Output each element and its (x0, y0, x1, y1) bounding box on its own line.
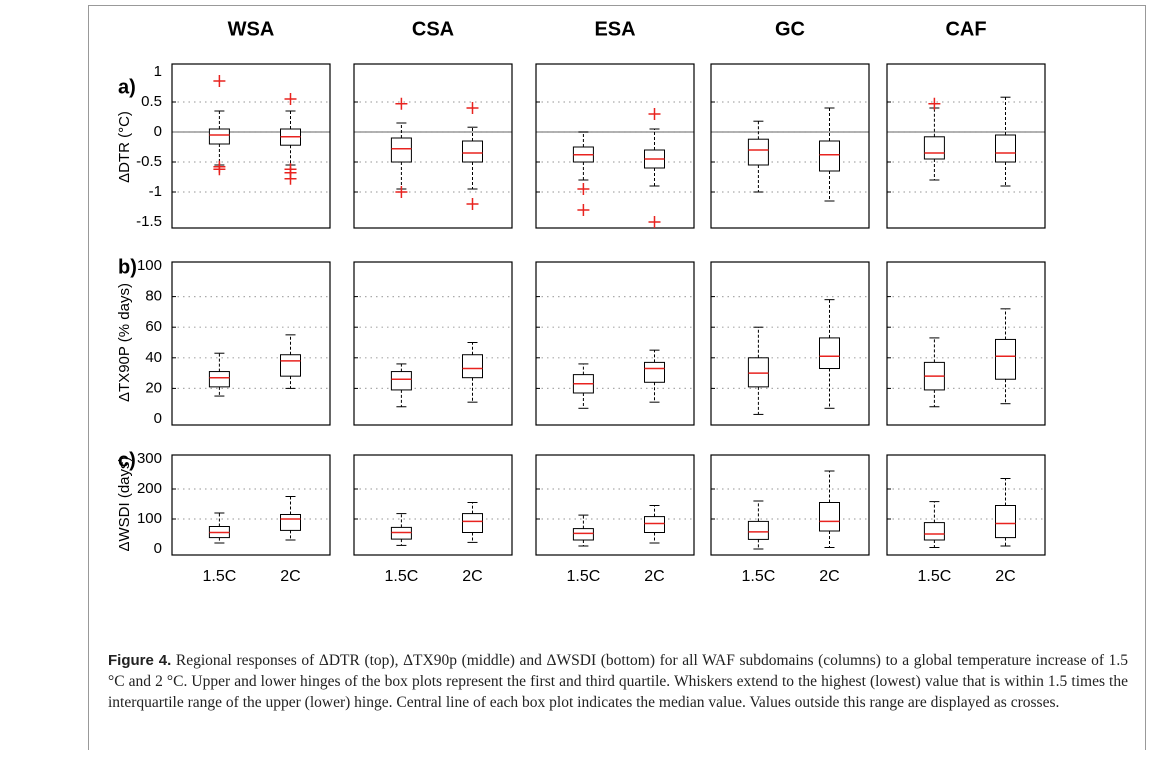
panel-frame (886, 454, 1046, 556)
figure-frame (88, 5, 1146, 750)
y-tick-label: 80 (145, 288, 162, 305)
y-axis-label: ΔDTR (°C) (116, 111, 133, 183)
y-tick-label: 100 (137, 510, 162, 527)
outlier (213, 75, 226, 87)
outlier (395, 186, 408, 198)
panel-frame (710, 63, 870, 229)
box (390, 371, 412, 391)
panel-frame (886, 63, 1046, 229)
column-title: CSA (412, 18, 454, 40)
box (747, 138, 769, 166)
outlier (577, 204, 590, 216)
box (462, 513, 483, 533)
outlier (284, 172, 297, 185)
y-tick-label: 300 (137, 450, 162, 467)
y-tick-label: 0.5 (141, 93, 162, 110)
box (644, 516, 665, 533)
y-tick-label: 40 (145, 349, 162, 366)
x-tick-label: 2C (280, 568, 300, 585)
panel-frame (171, 63, 331, 229)
box (819, 502, 840, 532)
chart: WSA CSA ESA GC CAF a) ΔDTR (°C) -1.5 -1 -0.5 0 0.5 1… (116, 18, 1046, 585)
row-label: b) (118, 256, 137, 278)
panel-frame (710, 454, 870, 556)
box (572, 528, 594, 541)
panel-frame (171, 454, 331, 556)
box (995, 505, 1016, 539)
box (819, 140, 840, 172)
column-title: ESA (594, 18, 635, 40)
panel-frame (535, 454, 695, 556)
y-tick-label: 0 (154, 123, 162, 140)
y-tick-label: 20 (145, 379, 162, 396)
panel-frame (353, 454, 513, 556)
x-tick-label: 2C (644, 568, 664, 585)
box (819, 337, 840, 370)
panel-frame (171, 261, 331, 426)
x-tick-label: 2C (462, 568, 482, 585)
column-title: WSA (228, 18, 275, 40)
outlier (213, 163, 226, 176)
outlier (577, 183, 590, 195)
box (462, 354, 483, 379)
outlier (928, 97, 941, 110)
y-tick-label: -1 (149, 183, 162, 200)
x-tick-label: 1.5C (385, 568, 419, 585)
y-tick-label: 200 (137, 480, 162, 497)
caption: Figure 4. Regional responses of ΔDTR (to… (108, 650, 1128, 713)
y-axis-label: ΔWSDI (days) (116, 456, 133, 551)
x-tick-label: 1.5C (742, 568, 776, 585)
x-tick-label: 2C (995, 568, 1015, 585)
box (747, 357, 769, 388)
caption-text: Regional responses of ΔDTR (top), ΔTX90p… (108, 652, 1129, 711)
outlier (648, 108, 661, 120)
box (462, 140, 483, 163)
x-tick-label: 1.5C (918, 568, 952, 585)
panel-frame (535, 63, 695, 229)
y-tick-label: 0 (154, 540, 162, 557)
row-label: c) (118, 449, 136, 471)
box (208, 128, 230, 145)
y-tick-label: -1.5 (136, 213, 162, 230)
x-tick-label: 1.5C (567, 568, 601, 585)
box (390, 137, 412, 163)
caption-label: Figure 4. (108, 652, 172, 669)
panel-frame (886, 261, 1046, 426)
box (923, 522, 945, 541)
panel-frame (353, 63, 513, 229)
x-tick-label: 1.5C (203, 568, 237, 585)
outlier (395, 97, 408, 110)
box (644, 361, 665, 383)
box (995, 134, 1016, 163)
box (280, 514, 301, 531)
panel-frame (535, 261, 695, 426)
column-title: CAF (945, 18, 986, 40)
box (995, 338, 1016, 380)
y-tick-label: -0.5 (136, 153, 162, 170)
y-axis-label: ΔTX90P (% days) (116, 283, 133, 402)
panel-frame (710, 261, 870, 426)
box (208, 371, 230, 388)
row-label: a) (118, 76, 136, 98)
box (747, 520, 769, 540)
x-tick-label: 2C (819, 568, 839, 585)
column-title: GC (775, 18, 805, 40)
y-tick-label: 100 (137, 257, 162, 274)
box (280, 354, 301, 377)
y-tick-label: 0 (154, 410, 162, 427)
outlier (466, 102, 479, 114)
y-tick-label: 60 (145, 318, 162, 335)
box (923, 136, 945, 160)
outlier (284, 93, 297, 105)
panel-frame (353, 261, 513, 426)
outlier (648, 216, 661, 228)
y-tick-label: 1 (154, 63, 162, 80)
outlier (466, 198, 479, 210)
